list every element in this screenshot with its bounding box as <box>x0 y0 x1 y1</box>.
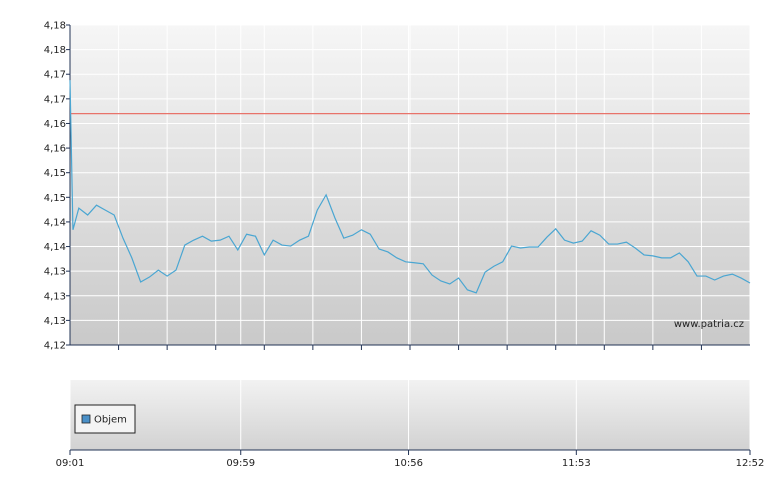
x-tick-label: 09:59 <box>226 458 255 469</box>
y-tick-label: 4,13 <box>44 316 66 327</box>
legend-swatch <box>81 414 91 424</box>
y-tick-label: 4,14 <box>44 242 66 253</box>
y-tick-label: 4,14 <box>44 217 66 228</box>
y-tick-label: 4,16 <box>44 119 66 130</box>
volume-background <box>70 380 750 450</box>
y-tick-label: 4,13 <box>44 291 66 302</box>
y-tick-label: 4,13 <box>44 267 66 278</box>
y-tick-label: 4,12 <box>44 341 66 352</box>
x-tick-label: 11:53 <box>562 458 591 469</box>
y-tick-label: 4,15 <box>44 193 66 204</box>
y-tick-label: 4,18 <box>44 21 66 32</box>
y-tick-label: 4,18 <box>44 45 66 56</box>
legend-label: Objem <box>94 415 127 426</box>
x-tick-label: 12:52 <box>736 458 765 469</box>
watermark: www.patria.cz <box>674 319 744 330</box>
y-tick-label: 4,17 <box>44 70 66 81</box>
y-tick-label: 4,16 <box>44 144 66 155</box>
y-tick-label: 4,15 <box>44 168 66 179</box>
x-tick-label: 10:56 <box>394 458 423 469</box>
layer: 4,12 4,13 4,13 4,13 4,14 4,14 4,15 4,15 4,16 4,16… <box>44 21 765 470</box>
x-tick-label: 09:01 <box>56 458 85 469</box>
y-tick-label: 4,17 <box>44 94 66 105</box>
price-line <box>69 80 751 294</box>
